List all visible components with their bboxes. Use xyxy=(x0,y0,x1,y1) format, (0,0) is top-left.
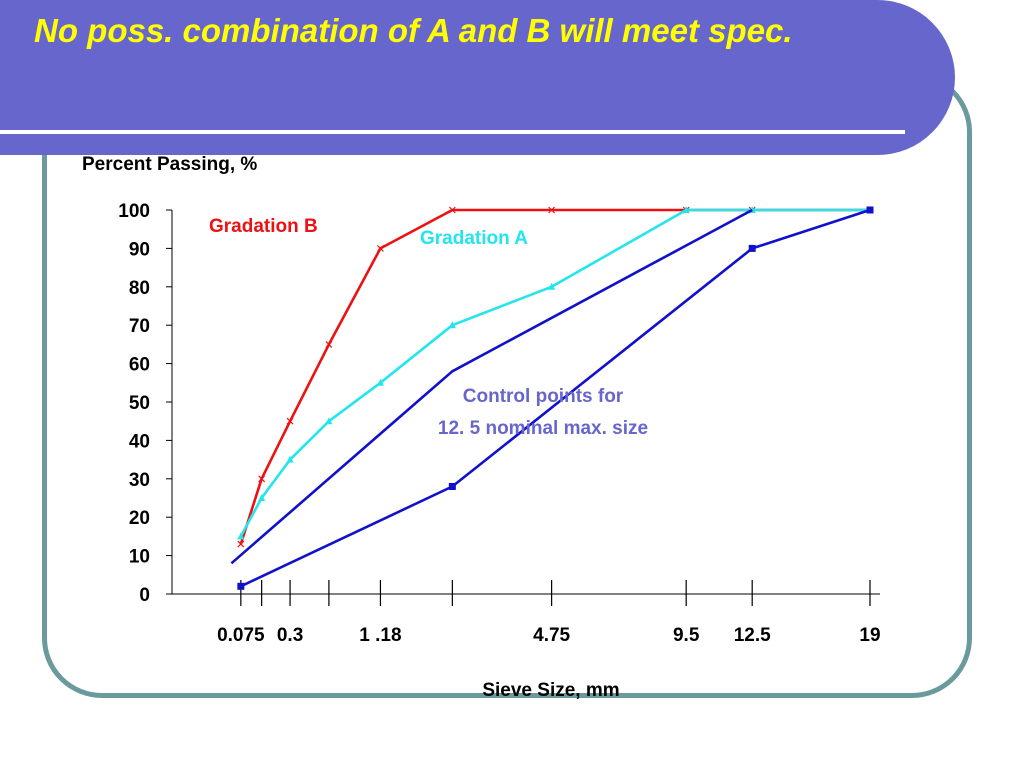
x-tick-label: 0.075 xyxy=(217,625,265,646)
data-point-marker xyxy=(286,417,294,425)
data-point-marker xyxy=(286,455,294,463)
y-tick-label: 10 xyxy=(129,547,150,568)
x-tick-label: 12.5 xyxy=(734,625,771,646)
banner-underline xyxy=(0,130,905,134)
series-line xyxy=(240,208,871,588)
annotation-control-points-line1: Control points for xyxy=(463,386,624,407)
y-tick-label: 20 xyxy=(129,508,150,529)
data-point-marker xyxy=(325,417,333,425)
y-tick-label: 80 xyxy=(129,278,150,299)
y-tick-label: 30 xyxy=(129,470,150,491)
x-tick-label: 4.75 xyxy=(533,625,570,646)
series-line xyxy=(230,208,753,565)
annotation-control-points-line2: 12. 5 nominal max. size xyxy=(438,418,648,439)
data-point-marker xyxy=(548,282,556,290)
data-point-marker xyxy=(448,321,456,329)
title-banner: No poss. combination of A and B will mee… xyxy=(0,0,955,155)
series-line xyxy=(239,208,870,545)
x-tick-label: 0.3 xyxy=(277,625,303,646)
series-line xyxy=(239,208,870,538)
data-point-marker xyxy=(448,482,456,490)
y-axis-title: Percent Passing, % xyxy=(82,154,257,175)
y-tick-label: 90 xyxy=(129,239,150,260)
x-axis-title: Sieve Size, mm xyxy=(482,680,619,701)
x-tick-label: 1 .18 xyxy=(359,625,401,646)
data-point-marker xyxy=(237,532,245,540)
data-point-marker xyxy=(325,340,333,348)
annotation-gradation-b: Gradation B xyxy=(209,216,318,237)
y-tick-label: 40 xyxy=(129,431,150,452)
y-tick-label: 50 xyxy=(129,393,150,414)
data-point-marker xyxy=(748,244,756,252)
y-tick-label: 70 xyxy=(129,316,150,337)
data-point-marker xyxy=(258,494,266,501)
data-point-marker xyxy=(376,378,384,386)
slide-title: No poss. combination of A and B will mee… xyxy=(34,12,793,49)
data-point-marker xyxy=(258,475,266,483)
data-point-marker xyxy=(237,540,245,548)
x-tick-label: 19 xyxy=(859,625,880,646)
data-point-marker xyxy=(237,582,245,590)
data-point-marker xyxy=(548,206,556,214)
annotation-gradation-a: Gradation A xyxy=(420,228,528,249)
data-point-marker xyxy=(866,206,874,214)
data-point-marker xyxy=(377,244,384,252)
data-point-marker xyxy=(448,206,456,214)
y-tick-label: 0 xyxy=(139,585,150,606)
x-tick-label: 9.5 xyxy=(673,625,700,646)
y-tick-label: 60 xyxy=(129,355,150,376)
data-point-marker xyxy=(682,206,690,213)
y-tick-label: 100 xyxy=(118,201,150,222)
